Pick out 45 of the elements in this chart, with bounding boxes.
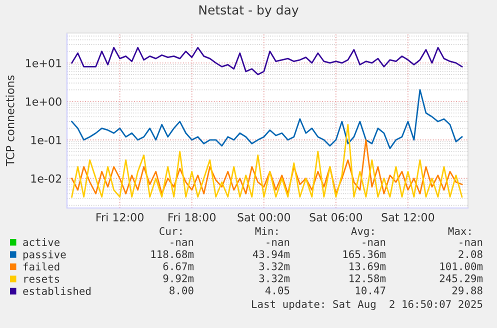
legend-label: active [23,238,60,246]
line-series [71,124,463,198]
legend-label: established [23,286,91,295]
x-tick-label: Sat 06:00 [310,213,362,222]
text: -nan [170,240,194,246]
legend-label: resets [24,275,60,283]
text: Cur: [160,227,182,236]
y-tick-label: 1e-01 [31,136,62,144]
text: 8.00 [170,286,194,294]
text: 3.32m [259,274,290,282]
text: Last update: Sat Aug 2 16:50:07 2025 [252,300,482,310]
text: 12.58m [350,274,386,282]
line-series [71,89,463,150]
chart-title: Netstat - by day [199,4,298,18]
x-tick-label: Sat 00:00 [238,213,290,222]
text: -nan [266,240,290,246]
legend-label: failed [23,262,60,271]
text: 43.94m [252,250,290,258]
text: Max: [448,227,470,236]
line-series [71,46,463,76]
x-tick-label: Fri 18:00 [168,212,216,222]
text: 4.05 [265,286,290,294]
text: 165.36m [343,250,386,258]
text: -nan [460,240,482,246]
x-tick-label: Sat 12:00 [382,213,434,222]
text: 10.47 [356,286,386,294]
legend-label: passive [23,250,66,260]
text: 6.67m [163,262,194,270]
text: 245.29m [440,274,483,282]
text: 9.92m [163,274,194,282]
text: 101.00m [440,262,483,270]
line-series [71,139,463,194]
text: 118.68m [151,250,194,258]
x-tick-label: Fri 12:00 [96,212,144,222]
y-tick-label: 1e+01 [26,58,62,68]
y-axis-title: TCP connections [6,75,14,166]
y-tick-label: 1e-02 [31,174,62,183]
text: 13.69m [350,262,386,270]
text: 29.88 [452,286,482,294]
text: 3.32m [259,262,290,270]
text: Avg: [351,227,374,238]
text: 2.08 [458,250,482,258]
text: Min: [255,226,278,235]
y-tick-label: 1e+00 [26,97,62,106]
text: -nan [362,240,386,246]
